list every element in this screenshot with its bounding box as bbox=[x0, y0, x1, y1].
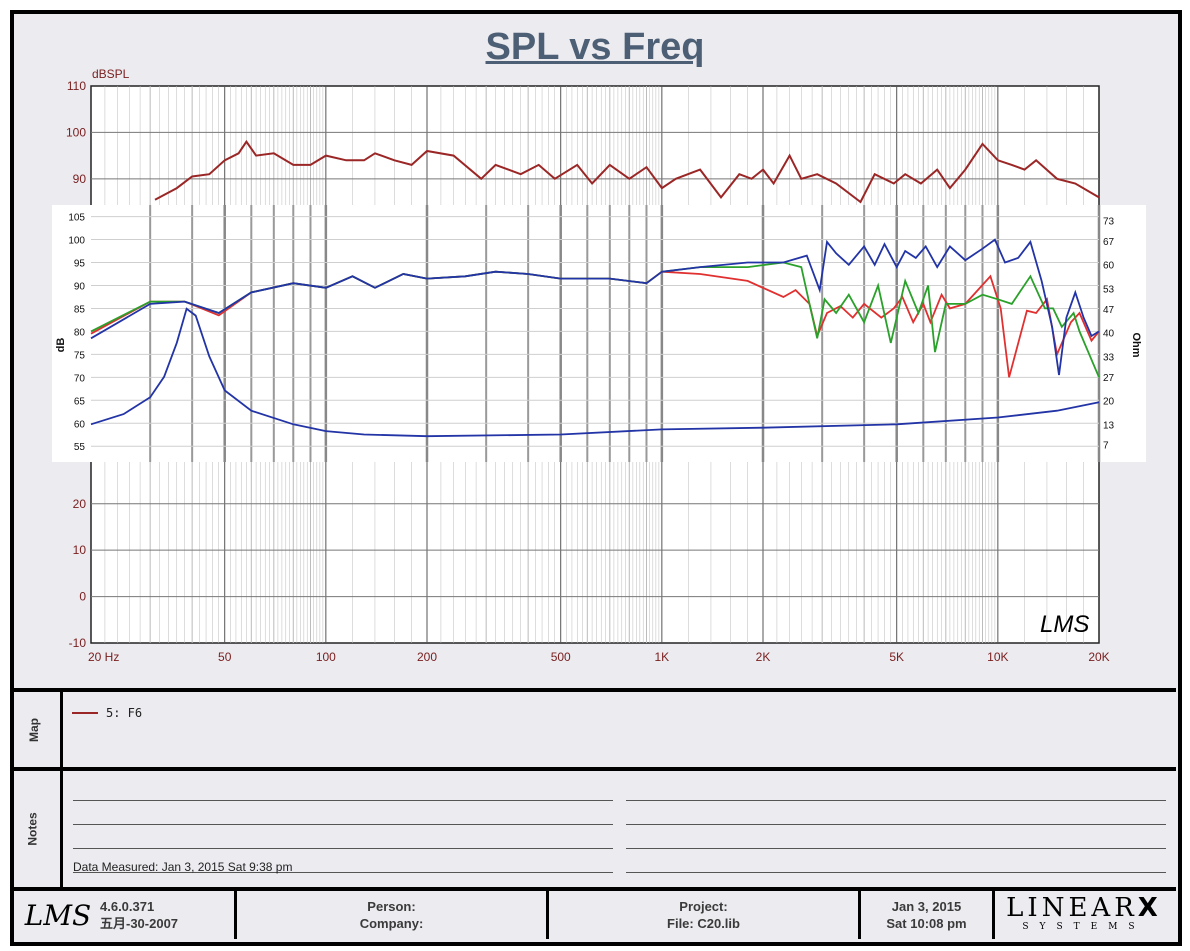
x-tick-label: 2K bbox=[756, 650, 771, 664]
note-line bbox=[626, 824, 1166, 825]
overlay-y-tick-label: 85 bbox=[74, 304, 86, 315]
overlay-y-tick-label: 60 bbox=[74, 419, 86, 430]
x-tick-label: 50 bbox=[218, 650, 232, 664]
overlay-y2-tick-label: 27 bbox=[1103, 373, 1115, 384]
lms-watermark: LMS bbox=[1040, 611, 1089, 638]
overlay-y-tick-label: 90 bbox=[74, 281, 86, 292]
map-legend-entry: 5: F6 bbox=[72, 706, 142, 720]
y-tick-label: 90 bbox=[73, 172, 87, 186]
legend-swatch bbox=[72, 712, 98, 714]
x-tick-label: 1K bbox=[655, 650, 670, 664]
overlay-y2-tick-label: 60 bbox=[1103, 261, 1115, 272]
time-text: Sat 10:08 pm bbox=[886, 916, 967, 931]
company-label: Company: bbox=[359, 916, 424, 931]
main-series bbox=[154, 139, 1100, 204]
overlay-y-tick-label: 65 bbox=[74, 396, 86, 407]
x-tick-label: 500 bbox=[551, 650, 571, 664]
x-tick-label: 100 bbox=[316, 650, 336, 664]
map-top-divider bbox=[14, 688, 1176, 692]
note-line bbox=[626, 848, 1166, 849]
overlay-y2-tick-label: 73 bbox=[1103, 216, 1115, 227]
spl-series-line bbox=[154, 139, 1100, 204]
overlay-y2-tick-label: 13 bbox=[1103, 420, 1115, 431]
x-tick-label: 10K bbox=[987, 650, 1008, 664]
map-panel-label: Map bbox=[27, 718, 41, 742]
file-label: File: C20.lib bbox=[667, 916, 740, 931]
notes-panel-label: Notes bbox=[25, 812, 40, 846]
overlay-y2-tick-label: 47 bbox=[1103, 305, 1115, 316]
legend-label: 5: F6 bbox=[106, 706, 143, 720]
footer-top-divider bbox=[14, 887, 1176, 891]
map-side-divider bbox=[60, 690, 63, 888]
footer-divider bbox=[992, 889, 995, 939]
version-text: 4.6.0.371 bbox=[100, 899, 155, 914]
overlay-y2-tick-label: 20 bbox=[1103, 397, 1115, 408]
footer-version-cell: 4.6.0.371 五月-30-2007 bbox=[100, 893, 230, 937]
brand-text: LINEAR bbox=[1006, 893, 1138, 923]
overlay-y-tick-label: 80 bbox=[74, 327, 86, 338]
y-tick-label: 0 bbox=[79, 590, 86, 604]
note-line bbox=[73, 800, 613, 801]
note-line bbox=[73, 872, 613, 873]
overlay-y-axis-label: dB bbox=[55, 338, 67, 353]
linearx-logo: LINEARX SYSTEMS bbox=[996, 894, 1172, 936]
y-tick-label: 100 bbox=[66, 125, 86, 139]
overlay-y-tick-label: 100 bbox=[68, 236, 85, 247]
y-tick-label: 10 bbox=[73, 543, 87, 557]
overlay-y2-tick-label: 40 bbox=[1103, 329, 1115, 340]
y-tick-label: -10 bbox=[69, 636, 87, 650]
brand-sub: SYSTEMS bbox=[1022, 922, 1146, 932]
chart-title: SPL vs Freq bbox=[485, 26, 705, 68]
footer-date-cell: Jan 3, 2015 Sat 10:08 pm bbox=[861, 893, 992, 937]
footer-person-cell: Person: Company: bbox=[237, 893, 546, 937]
data-measured-text: Data Measured: Jan 3, 2015 Sat 9:38 pm bbox=[73, 860, 293, 874]
footer-logo-cell: LMS bbox=[22, 893, 94, 937]
y-tick-label: 20 bbox=[73, 497, 87, 511]
footer-project-cell: Project: File: C20.lib bbox=[549, 893, 858, 937]
y-tick-label: 110 bbox=[67, 79, 86, 93]
person-label: Person: bbox=[367, 899, 416, 914]
note-line bbox=[626, 872, 1166, 873]
overlay-y2-tick-label: 53 bbox=[1103, 284, 1115, 295]
overlay-y2-tick-label: 33 bbox=[1103, 352, 1115, 363]
overlay-y-tick-label: 105 bbox=[68, 213, 85, 224]
overlay-series-line bbox=[90, 238, 1100, 376]
overlay-chart: 105 100 95 90 85 80 75 70 65 60 55 73 67 60 53 47 40 33 27… bbox=[52, 205, 1146, 462]
x-tick-label: 20K bbox=[1088, 650, 1109, 664]
notes-top-divider bbox=[14, 767, 1176, 771]
build-date-text: 五月-30-2007 bbox=[100, 916, 179, 931]
impedance-series-line bbox=[90, 307, 1100, 438]
overlay-y-tick-label: 70 bbox=[74, 373, 86, 384]
x-tick-label: 200 bbox=[417, 650, 437, 664]
brand-x: X bbox=[1137, 893, 1162, 923]
overlay-y-tick-label: 55 bbox=[74, 442, 86, 453]
note-line bbox=[73, 824, 613, 825]
note-line bbox=[73, 848, 613, 849]
overlay-y-tick-label: 75 bbox=[74, 350, 86, 361]
footer-divider bbox=[546, 889, 549, 939]
overlay-y2-axis-label: Ohm bbox=[1130, 332, 1142, 357]
project-label: Project: bbox=[679, 899, 728, 914]
date-text: Jan 3, 2015 bbox=[891, 899, 962, 914]
overlay-y2-tick-label: 7 bbox=[1103, 441, 1109, 452]
y-axis-label: dBSPL bbox=[92, 67, 130, 81]
overlay-y-tick-label: 95 bbox=[74, 259, 86, 270]
note-line bbox=[626, 800, 1166, 801]
lms-logo: LMS bbox=[24, 898, 92, 932]
x-tick-label: 5K bbox=[889, 650, 904, 664]
overlay-y2-tick-label: 67 bbox=[1103, 237, 1115, 248]
footer-divider bbox=[234, 889, 237, 939]
x-tick-label: 20 Hz bbox=[88, 650, 119, 664]
footer-divider bbox=[858, 889, 861, 939]
